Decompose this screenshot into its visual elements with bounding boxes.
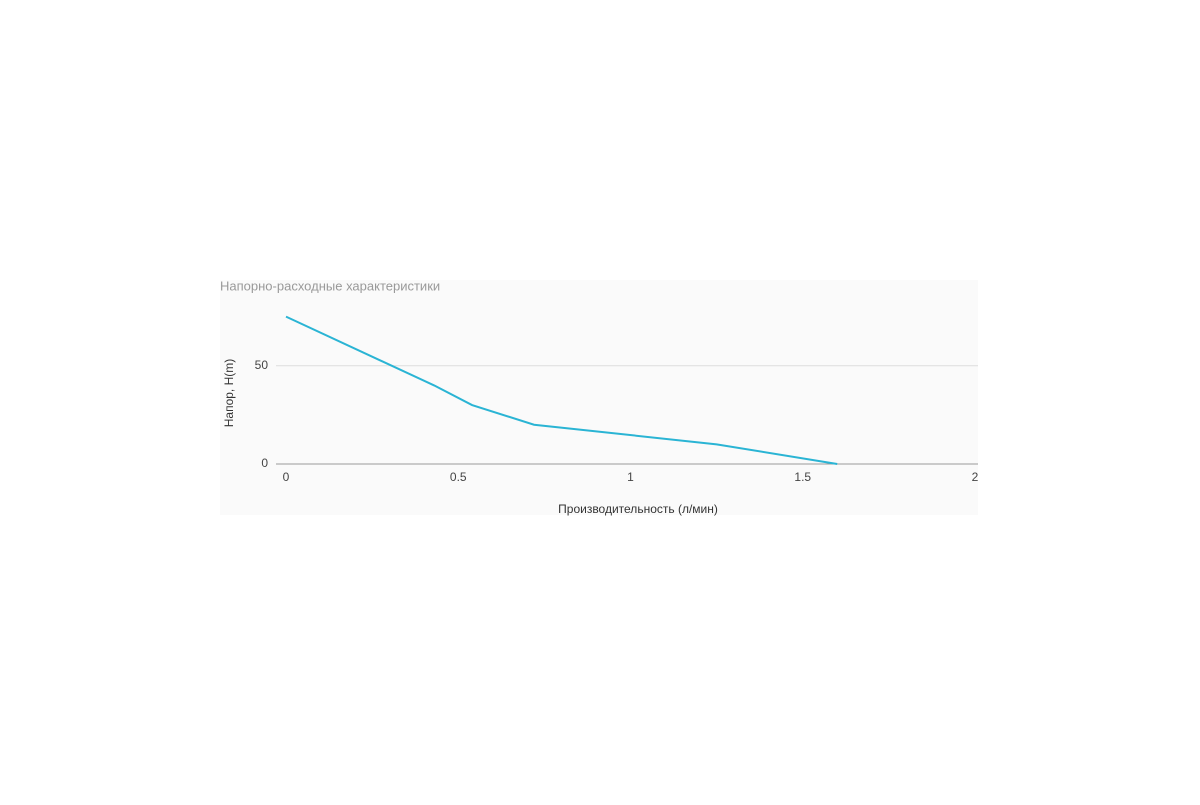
chart-background	[220, 280, 978, 515]
x-tick-label: 2	[972, 470, 979, 484]
chart-title: Напорно-расходные характеристики	[220, 278, 440, 293]
x-tick-label: 0	[283, 470, 290, 484]
y-axis-label: Напор, H(m)	[222, 359, 236, 428]
x-tick-label: 1	[627, 470, 634, 484]
x-tick-label: 1.5	[794, 470, 811, 484]
y-tick-label: 0	[261, 456, 268, 470]
y-tick-label: 50	[255, 358, 269, 372]
data-line	[285, 315, 838, 465]
x-axis-label: Производительность (л/мин)	[558, 502, 718, 516]
x-tick-label: 0.5	[450, 470, 467, 484]
